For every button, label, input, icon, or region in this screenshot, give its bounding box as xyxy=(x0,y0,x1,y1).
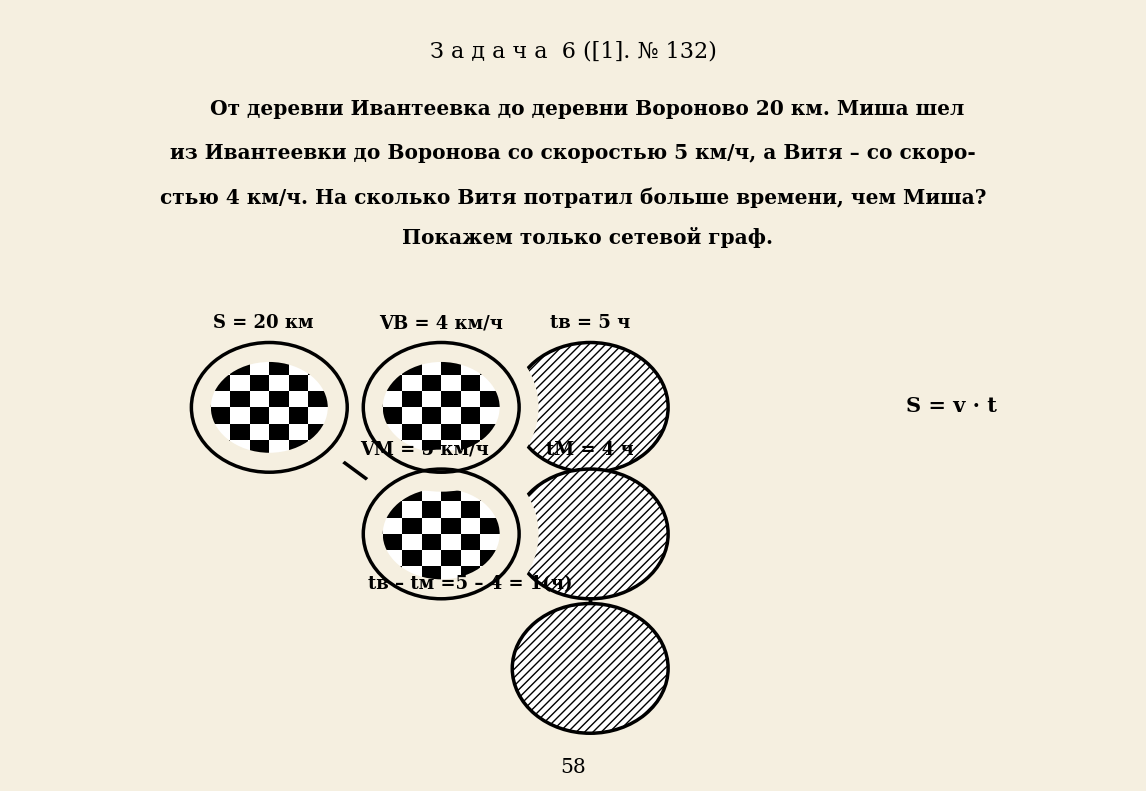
Bar xyxy=(402,551,422,566)
Bar xyxy=(461,566,480,582)
Text: VМ = 5 км/ч: VМ = 5 км/ч xyxy=(360,441,488,459)
Bar xyxy=(383,375,402,391)
Bar xyxy=(250,375,269,391)
Bar xyxy=(269,359,289,375)
Bar xyxy=(211,440,230,456)
Bar xyxy=(441,456,461,472)
Bar xyxy=(250,407,269,424)
Bar xyxy=(461,440,480,456)
Bar xyxy=(269,424,289,440)
Ellipse shape xyxy=(363,469,519,599)
Bar xyxy=(211,375,230,391)
Bar xyxy=(402,517,422,534)
Bar xyxy=(289,440,308,456)
Bar xyxy=(500,407,519,424)
Text: tМ = 4 ч: tМ = 4 ч xyxy=(547,441,634,459)
Bar xyxy=(230,424,250,440)
Text: S = 20 км: S = 20 км xyxy=(213,314,314,332)
Bar xyxy=(422,534,441,551)
Bar xyxy=(230,359,250,375)
Bar xyxy=(461,375,480,391)
Bar xyxy=(230,391,250,407)
Bar xyxy=(500,534,519,551)
Bar xyxy=(480,485,500,501)
Bar xyxy=(363,517,383,534)
Text: S = v · t: S = v · t xyxy=(905,396,997,416)
Ellipse shape xyxy=(512,343,668,472)
Bar xyxy=(480,424,500,440)
Bar xyxy=(308,424,328,440)
Ellipse shape xyxy=(512,604,668,733)
Bar xyxy=(328,407,347,424)
Bar xyxy=(480,359,500,375)
Bar xyxy=(402,485,422,501)
Bar xyxy=(441,485,461,501)
Text: От деревни Ивантеевка до деревни Вороново 20 км. Миша шел: От деревни Ивантеевка до деревни Воронов… xyxy=(182,99,964,119)
Text: 58: 58 xyxy=(560,758,586,777)
Bar xyxy=(441,551,461,566)
Text: VB = 4 км/ч: VB = 4 км/ч xyxy=(379,314,503,332)
Bar xyxy=(441,517,461,534)
Bar xyxy=(289,407,308,424)
Bar xyxy=(383,566,402,582)
Bar xyxy=(269,391,289,407)
Bar xyxy=(441,582,461,599)
Ellipse shape xyxy=(191,343,347,472)
Bar xyxy=(461,501,480,518)
Bar xyxy=(441,391,461,407)
Bar xyxy=(289,375,308,391)
Bar xyxy=(383,440,402,456)
Bar xyxy=(422,566,441,582)
Bar xyxy=(461,534,480,551)
Bar xyxy=(422,375,441,391)
Bar xyxy=(441,359,461,375)
Bar xyxy=(269,456,289,472)
Bar xyxy=(383,501,402,518)
Bar xyxy=(422,407,441,424)
Text: З а д а ч а  6 ([1]. № 132): З а д а ч а 6 ([1]. № 132) xyxy=(430,40,716,62)
Text: Покажем только сетевой граф.: Покажем только сетевой граф. xyxy=(374,227,772,248)
Bar xyxy=(308,359,328,375)
Bar xyxy=(383,407,402,424)
Ellipse shape xyxy=(512,469,668,599)
Bar xyxy=(308,391,328,407)
Bar xyxy=(422,343,441,359)
Bar xyxy=(461,407,480,424)
Bar xyxy=(250,343,269,359)
Bar xyxy=(211,407,230,424)
Bar xyxy=(363,391,383,407)
Bar xyxy=(402,424,422,440)
Bar xyxy=(402,359,422,375)
Bar xyxy=(422,501,441,518)
Bar xyxy=(402,391,422,407)
Bar xyxy=(383,534,402,551)
Bar xyxy=(422,440,441,456)
Bar xyxy=(480,517,500,534)
Bar xyxy=(191,391,211,407)
Bar xyxy=(441,424,461,440)
Bar xyxy=(250,440,269,456)
Bar xyxy=(480,391,500,407)
Ellipse shape xyxy=(363,343,519,472)
Text: из Ивантеевки до Воронова со скоростью 5 км/ч, а Витя – со скоро-: из Ивантеевки до Воронова со скоростью 5… xyxy=(170,143,976,164)
Text: tв = 5 ч: tв = 5 ч xyxy=(550,314,630,332)
Bar xyxy=(422,469,441,485)
Bar xyxy=(480,551,500,566)
Text: tв – tм =5 – 4 = 1(ч): tв – tм =5 – 4 = 1(ч) xyxy=(368,575,572,593)
Text: стью 4 км/ч. На сколько Витя потратил больше времени, чем Миша?: стью 4 км/ч. На сколько Витя потратил бо… xyxy=(159,187,987,208)
